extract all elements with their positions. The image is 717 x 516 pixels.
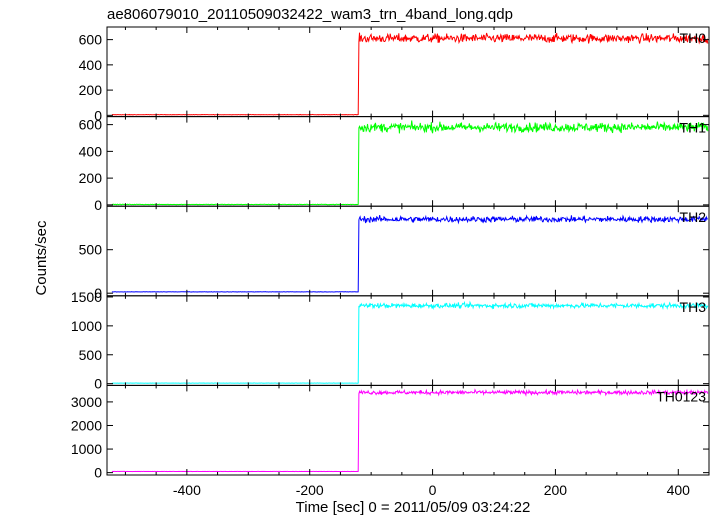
- panel-label-th2: TH2: [680, 209, 707, 225]
- series-line-th3: [111, 300, 709, 384]
- y-tick-label: 3000: [71, 394, 102, 410]
- panel-th1: 0 200 400 600 TH1: [79, 116, 710, 213]
- panel-label-th3: TH3: [680, 299, 707, 315]
- y-axis-label: Counts/sec: [33, 220, 50, 296]
- y-tick-label: 0: [94, 376, 102, 392]
- panel-th3: 0 500 1000 1500 TH3: [71, 289, 710, 392]
- panel-frame: [106, 26, 710, 118]
- panel-frame: [106, 384, 710, 476]
- x-axis-label: Time [sec] 0 = 2011/05/09 03:24:22: [296, 499, 531, 516]
- y-tick-label: 200: [79, 82, 103, 98]
- y-tick-label: 500: [79, 242, 103, 258]
- chart-title: ae806079010_20110509032422_wam3_trn_4ban…: [107, 6, 513, 23]
- y-tick-label: 200: [79, 170, 103, 186]
- panel-th0123: 0 1000 2000 3000 TH0123: [71, 384, 710, 481]
- series-line-th0123: [111, 388, 709, 473]
- y-tick-label: 1000: [71, 318, 102, 334]
- y-tick-label: 600: [79, 117, 103, 133]
- y-tick-label: 600: [79, 32, 103, 48]
- y-tick-label: 2000: [71, 417, 102, 433]
- y-tick-label: 0: [94, 197, 102, 213]
- y-tick-label: 1500: [71, 289, 102, 305]
- x-tick-labels: -400 -200 0 200 400: [173, 482, 690, 498]
- y-tick-label: 400: [79, 57, 103, 73]
- x-tick-label: 200: [544, 482, 568, 498]
- x-tick-label: 0: [429, 482, 437, 498]
- y-tick-label: 0: [94, 285, 102, 301]
- y-tick-label: 0: [94, 107, 102, 123]
- panel-label-th0: TH0: [680, 30, 707, 46]
- y-tick-label: 1000: [71, 441, 102, 457]
- x-tick-label: 400: [667, 482, 691, 498]
- series-line-th1: [111, 120, 709, 206]
- panel-label-th0123: TH0123: [656, 388, 706, 404]
- y-tick-label: 400: [79, 143, 103, 159]
- x-tick-label: -200: [296, 482, 324, 498]
- panel-frame: [106, 295, 710, 386]
- y-tick-label: 500: [79, 347, 103, 363]
- panel-label-th1: TH1: [680, 120, 707, 136]
- series-line-th2: [111, 214, 708, 293]
- series-line-th0: [111, 32, 709, 116]
- panel-th0: 0 200 400 600 TH0: [79, 26, 710, 123]
- y-tick-label: 0: [94, 465, 102, 481]
- panels: 0 200 400 600 TH0 0 200 400 600 TH1 0 500 TH2 0 500 100…: [71, 26, 710, 481]
- panel-th2: 0 500 TH2: [79, 205, 710, 301]
- x-tick-label: -400: [173, 482, 201, 498]
